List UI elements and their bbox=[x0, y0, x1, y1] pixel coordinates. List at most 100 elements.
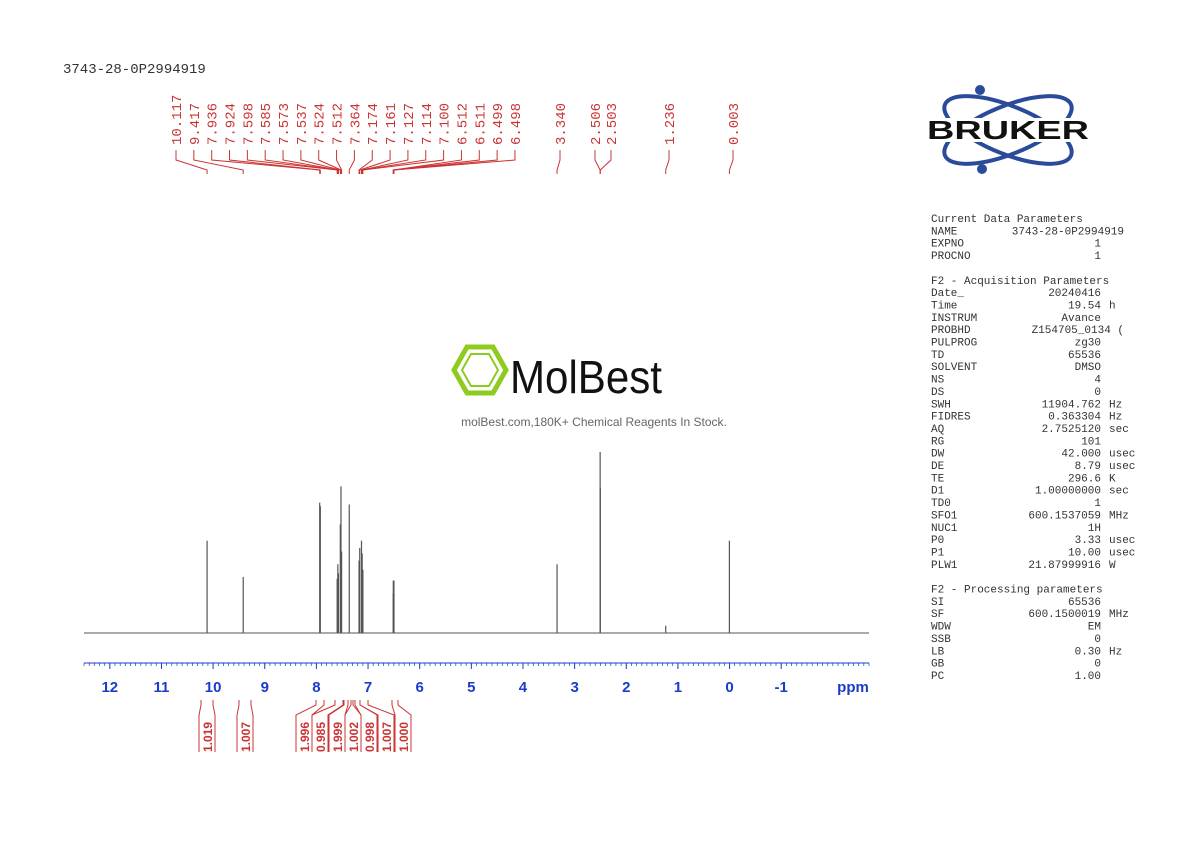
peak-label-connector bbox=[665, 150, 670, 174]
peak-label-connector bbox=[348, 150, 355, 174]
peak-label-connector bbox=[358, 150, 373, 174]
peak-label-connector bbox=[282, 150, 339, 174]
parameter-value: 4 bbox=[1094, 375, 1101, 387]
peak-label-connector bbox=[556, 150, 561, 174]
parameter-value: 101 bbox=[1081, 436, 1101, 448]
parameter-key: PULPROG bbox=[931, 338, 977, 350]
integral-bracket bbox=[295, 700, 317, 752]
integral-bracket bbox=[354, 700, 362, 752]
parameter-key: P1 bbox=[931, 547, 945, 559]
parameter-value: 1H bbox=[1088, 523, 1101, 535]
parameter-unit: MHz bbox=[1109, 510, 1129, 522]
parameter-key: EXPNO bbox=[931, 239, 964, 251]
integral-label: 1.002 bbox=[347, 722, 361, 752]
parameter-value: 0 bbox=[1094, 659, 1101, 671]
x-tick-label: 2 bbox=[622, 679, 630, 696]
integral-bracket bbox=[327, 700, 344, 752]
peak-label: 7.512 bbox=[331, 103, 347, 145]
integral-label: 1.007 bbox=[380, 722, 394, 752]
peak-label: 10.117 bbox=[170, 95, 186, 145]
parameter-value: 8.79 bbox=[1075, 461, 1101, 473]
peak-label: 7.174 bbox=[366, 103, 382, 145]
parameter-value: 65536 bbox=[1068, 350, 1101, 362]
integral-bracket bbox=[391, 700, 396, 752]
x-tick-label: 0 bbox=[725, 679, 733, 696]
integral-label: 1.007 bbox=[239, 722, 253, 752]
parameter-unit: sec bbox=[1109, 486, 1129, 498]
peak-label: 6.512 bbox=[455, 103, 471, 145]
peak-label-connector bbox=[362, 150, 445, 174]
peak-label-connector bbox=[360, 150, 409, 174]
peak-label-connector bbox=[264, 150, 339, 174]
x-tick-label: 12 bbox=[101, 679, 118, 696]
parameter-key: SI bbox=[931, 597, 944, 609]
parameter-value: 1 bbox=[1094, 498, 1101, 510]
parameter-value: zg30 bbox=[1075, 338, 1101, 350]
peak-label: 6.498 bbox=[509, 103, 525, 145]
x-tick-label: 6 bbox=[416, 679, 424, 696]
integral-bracket bbox=[198, 700, 202, 752]
parameter-unit: MHz bbox=[1109, 609, 1129, 621]
parameter-key: SWH bbox=[931, 399, 951, 411]
logo-orbit bbox=[942, 94, 1074, 166]
molbest-name: MolBest bbox=[510, 351, 662, 403]
parameter-key: LB bbox=[931, 646, 945, 658]
parameter-value: 1 bbox=[1094, 239, 1101, 251]
parameter-key: SOLVENT bbox=[931, 362, 978, 374]
peak-label: 7.114 bbox=[420, 103, 436, 145]
parameter-key: NAME bbox=[931, 226, 958, 238]
x-tick-label: -1 bbox=[775, 679, 788, 696]
logo-hexagon-inner bbox=[460, 353, 500, 387]
parameter-key: SF bbox=[931, 609, 944, 621]
peak-label: 7.537 bbox=[295, 103, 311, 145]
parameter-value: DMSO bbox=[1075, 362, 1102, 374]
x-tick-label: 4 bbox=[519, 679, 528, 696]
integral-bracket bbox=[250, 700, 254, 752]
parameter-key: NUC1 bbox=[931, 523, 958, 535]
peak-label-connector bbox=[229, 150, 321, 174]
parameter-key: PROCNO bbox=[931, 251, 971, 263]
parameter-value: 600.1537059 bbox=[1028, 510, 1101, 522]
x-tick-label: 10 bbox=[205, 679, 222, 696]
parameter-key: GB bbox=[931, 659, 945, 671]
x-tick-label: 8 bbox=[312, 679, 320, 696]
peak-label-connector bbox=[336, 150, 343, 174]
parameter-key: DE bbox=[931, 461, 945, 473]
peak-label-connector bbox=[392, 150, 480, 174]
parameter-value: Z154705_0134 ( bbox=[1032, 325, 1124, 337]
peak-label: 7.936 bbox=[206, 103, 222, 145]
parameter-unit: usec bbox=[1109, 535, 1135, 547]
integral-label: 1.999 bbox=[331, 722, 345, 752]
parameter-value: 1 bbox=[1094, 251, 1101, 263]
parameter-value: 21.87999916 bbox=[1028, 560, 1101, 572]
peak-label-connector bbox=[359, 150, 391, 174]
parameter-key: SSB bbox=[931, 634, 951, 646]
integral-label: 0.985 bbox=[314, 722, 328, 752]
parameter-key: SFO1 bbox=[931, 510, 958, 522]
parameter-unit: Hz bbox=[1109, 399, 1122, 411]
parameter-key: NS bbox=[931, 375, 945, 387]
parameter-value: 0.30 bbox=[1075, 646, 1101, 658]
parameter-value: 1.00 bbox=[1075, 671, 1101, 683]
parameter-value: 296.6 bbox=[1068, 473, 1101, 485]
peak-label-connector bbox=[175, 150, 208, 174]
parameter-unit: W bbox=[1109, 560, 1116, 572]
logo-dot bbox=[977, 164, 987, 174]
parameter-unit: usec bbox=[1109, 449, 1135, 461]
peak-label-connector bbox=[300, 150, 341, 174]
bruker-logo: BRUKER bbox=[925, 85, 1091, 174]
parameter-value: 10.00 bbox=[1068, 547, 1101, 559]
parameter-unit: sec bbox=[1109, 424, 1129, 436]
integral-bracket bbox=[344, 700, 349, 752]
peak-label-connector bbox=[318, 150, 342, 174]
parameter-value: 0.363304 bbox=[1048, 412, 1101, 424]
parameter-section-title: F2 - Acquisition Parameters bbox=[931, 276, 1109, 288]
integral-label: 0.998 bbox=[363, 722, 377, 752]
parameter-unit: Hz bbox=[1109, 646, 1122, 658]
parameter-value: 3.33 bbox=[1075, 535, 1101, 547]
x-tick-label: 3 bbox=[570, 679, 578, 696]
parameter-value: 3743-28-0P2994919 bbox=[1012, 226, 1124, 238]
bruker-name: BRUKER bbox=[927, 115, 1089, 145]
